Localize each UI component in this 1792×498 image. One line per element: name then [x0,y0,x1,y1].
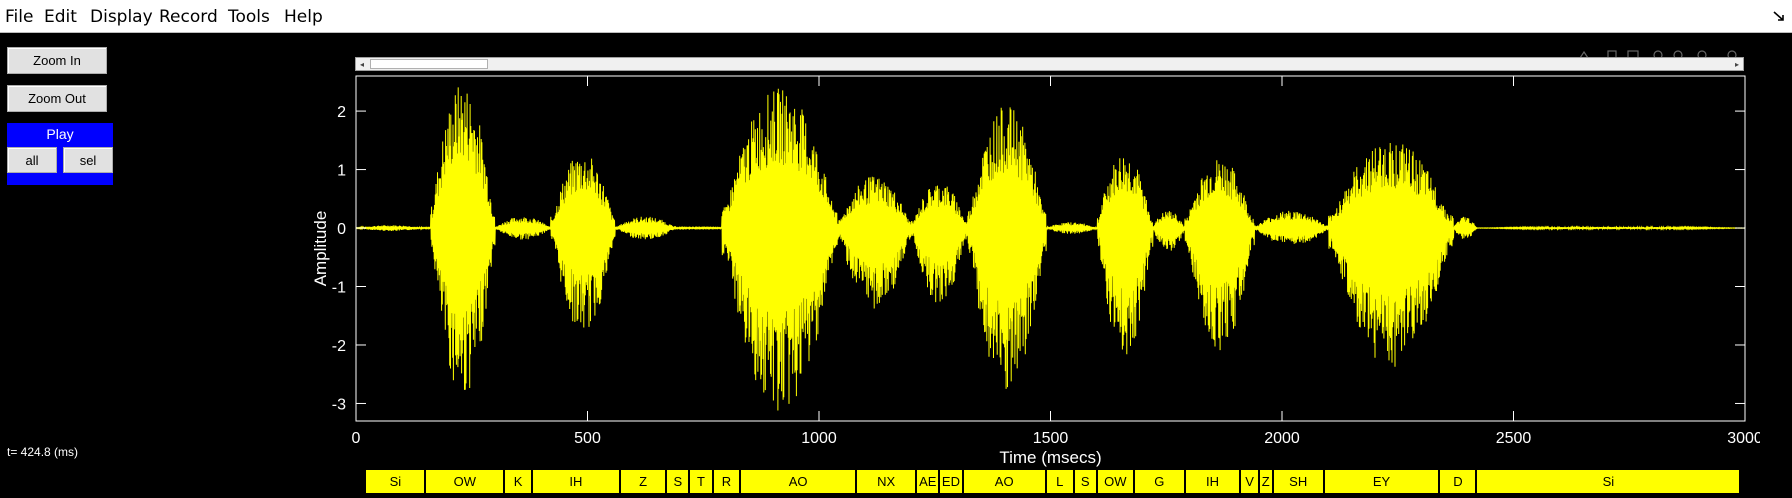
menu-display[interactable]: Display [90,7,153,27]
phoneme-segment[interactable]: S [1073,469,1097,494]
phoneme-segment[interactable]: NX [856,469,917,494]
phoneme-segment[interactable]: Z [1258,469,1273,494]
phoneme-segment[interactable]: K [504,469,532,494]
time-scrollbar[interactable]: ◂ ▸ [355,57,1744,71]
x-tick-label: 2000 [1264,430,1300,447]
phoneme-segment[interactable]: AO [740,469,857,494]
phoneme-segment[interactable]: SH [1272,469,1324,494]
menu-edit[interactable]: Edit [44,7,77,27]
dock-arrow-icon[interactable] [1772,9,1786,23]
x-tick-label: 3000 [1727,430,1760,447]
y-tick-label: -2 [332,338,346,355]
phoneme-segment[interactable]: AE [916,469,940,494]
phoneme-segment[interactable]: T [689,469,713,494]
waveform-trace [355,87,1746,411]
x-tick-label: 2500 [1496,430,1532,447]
menu-tools[interactable]: Tools [228,7,270,27]
pan-icon [1579,50,1589,58]
phoneme-segment[interactable]: S [666,469,690,494]
menu-help[interactable]: Help [284,7,323,27]
y-tick-label: -1 [332,280,346,297]
time-readout: t= 424.8 (ms) [7,445,79,459]
waveform-line [355,87,1746,411]
brush-icon [1653,50,1663,58]
figure-toolbar [1579,50,1737,58]
y-tick-label: 1 [337,163,346,180]
x-tick-label: 1000 [801,430,837,447]
phoneme-segment[interactable]: Z [619,469,667,494]
phoneme-segment[interactable]: Si [1476,469,1741,494]
scroll-right-arrow-icon[interactable]: ▸ [1734,59,1739,69]
x-axis: 0 500 1000 1500 2000 2500 3000 [352,76,1760,447]
play-panel: Play all sel [7,123,113,185]
play-label: Play [46,126,74,142]
phoneme-segment[interactable]: R [712,469,741,494]
menu-bar: File Edit Display Record Tools Help [0,0,1792,33]
phoneme-segment[interactable]: Si [365,469,426,494]
menu-record[interactable]: Record [159,7,218,27]
zoom-in-tool-icon [1697,50,1707,58]
y-tick-label: 2 [337,104,346,121]
zoom-in-button[interactable]: Zoom In [7,47,107,74]
x-axis-label: Time (msecs) [999,448,1101,467]
phoneme-segment[interactable]: EY [1323,469,1440,494]
y-tick-label: 0 [337,221,346,238]
data-cursor-icon [1607,50,1617,58]
phoneme-segment[interactable]: V [1240,469,1259,494]
y-tick-label: -3 [332,396,346,413]
scroll-left-arrow-icon[interactable]: ◂ [359,59,364,69]
zoom-out-button[interactable]: Zoom Out [7,85,107,112]
save-icon [1627,50,1639,58]
phoneme-segment[interactable]: OW [1096,469,1134,494]
phoneme-segment[interactable]: IH [531,469,620,494]
play-all-button[interactable]: all [7,147,57,173]
rotate-icon [1673,50,1683,58]
home-icon [1727,50,1737,58]
menu-file[interactable]: File [5,7,34,27]
phoneme-segment[interactable]: AO [962,469,1046,494]
x-tick-label: 500 [574,430,601,447]
phoneme-segment[interactable]: IH [1184,469,1241,494]
phoneme-bar: Si OW K IH Z S T R AO NX AE ED AO L S OW G IH V Z SH EY D Si [365,469,1741,494]
x-tick-label: 0 [352,430,361,447]
phoneme-segment[interactable]: OW [425,469,505,494]
phoneme-segment[interactable]: G [1133,469,1185,494]
scroll-thumb[interactable] [370,59,488,69]
x-tick-label: 1500 [1033,430,1069,447]
phoneme-segment[interactable]: D [1439,469,1477,494]
y-axis-label: Amplitude [311,211,330,287]
phoneme-segment[interactable]: L [1045,469,1074,494]
phoneme-segment[interactable]: ED [939,469,963,494]
y-axis: -3 -2 -1 0 1 2 [332,104,1745,413]
play-sel-button[interactable]: sel [63,147,113,173]
waveform-plot[interactable]: 0 500 1000 1500 2000 2500 3000 -3 -2 -1 0 1 2 Time … [300,70,1760,470]
